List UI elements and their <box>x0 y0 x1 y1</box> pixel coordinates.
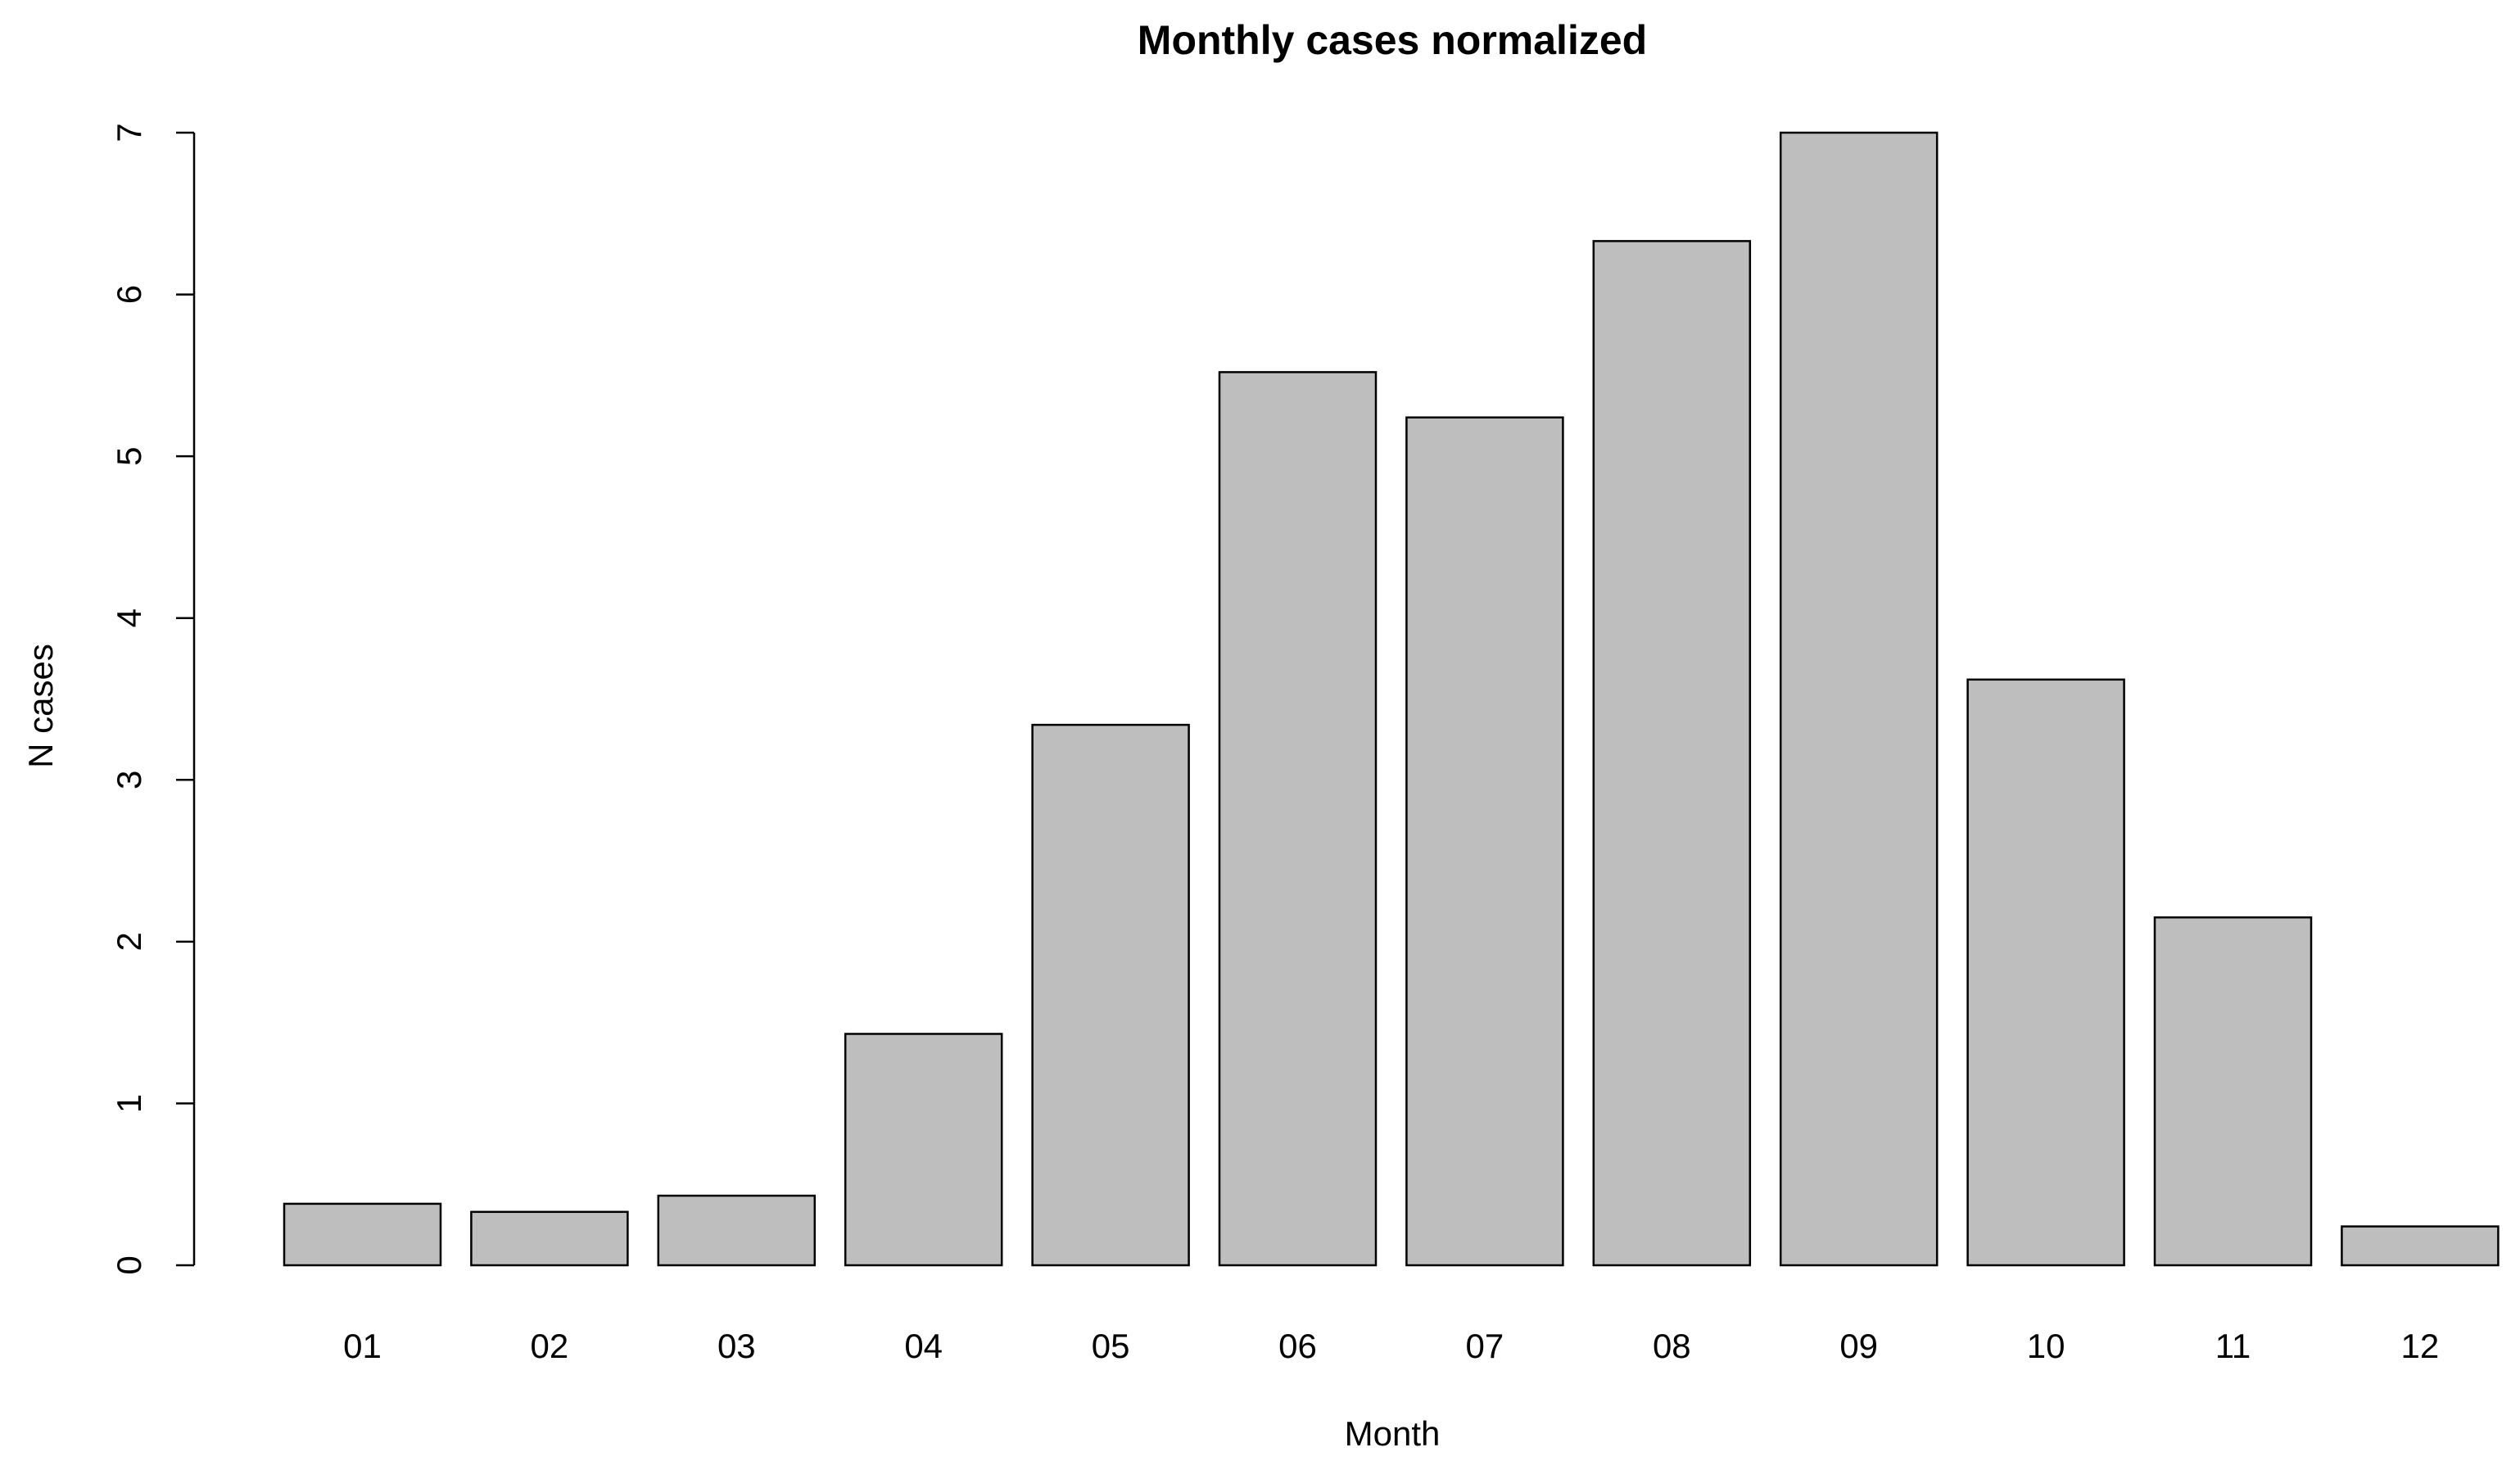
y-axis-tick-label: 0 <box>110 1255 148 1274</box>
bars <box>283 131 2500 1267</box>
x-axis-tick-label: 06 <box>1278 1327 1317 1365</box>
bar-04 <box>844 1033 1003 1267</box>
bar-06 <box>1218 371 1378 1267</box>
bar-01 <box>283 1202 442 1267</box>
bar-07 <box>1405 416 1564 1267</box>
x-axis-tick-label: 09 <box>1839 1327 1878 1365</box>
bar-03 <box>657 1194 817 1267</box>
y-axis: 0 1 2 3 4 5 6 7 <box>110 123 196 1275</box>
x-axis-tick-label: 12 <box>2401 1327 2440 1365</box>
x-axis-tick-label: 03 <box>717 1327 756 1365</box>
x-axis-tick-label: 08 <box>1653 1327 1691 1365</box>
x-axis-label: Month <box>1345 1414 1441 1453</box>
x-axis-tick-label: 11 <box>2215 1327 2251 1365</box>
x-axis-tick-label: 07 <box>1466 1327 1504 1365</box>
x-axis-tick-labels: 01 02 03 04 05 06 07 08 09 10 11 12 <box>343 1327 2439 1365</box>
y-axis-tick-label: 2 <box>110 932 148 951</box>
y-axis-tick-label: 4 <box>110 608 148 627</box>
chart-title: Monthly cases normalized <box>1138 17 1647 63</box>
bar-02 <box>470 1210 629 1267</box>
y-axis-label: N cases <box>21 644 60 768</box>
bar-12 <box>2341 1225 2500 1267</box>
y-axis-tick-label: 6 <box>110 285 148 304</box>
y-axis-tick-label: 7 <box>110 123 148 142</box>
y-axis-tick-label: 5 <box>110 446 148 465</box>
bar-11 <box>2153 916 2313 1267</box>
x-axis-tick-label: 05 <box>1092 1327 1130 1365</box>
x-axis-tick-label: 04 <box>904 1327 943 1365</box>
bar-05 <box>1031 723 1190 1267</box>
bar-10 <box>1966 678 2125 1267</box>
y-axis-tick-label: 1 <box>110 1094 148 1113</box>
y-axis-tick-label: 3 <box>110 771 148 789</box>
bar-09 <box>1779 131 1939 1267</box>
x-axis-tick-label: 01 <box>343 1327 382 1365</box>
bar-08 <box>1592 240 1752 1267</box>
x-axis-tick-label: 10 <box>2027 1327 2065 1365</box>
x-axis-tick-label: 02 <box>531 1327 569 1365</box>
